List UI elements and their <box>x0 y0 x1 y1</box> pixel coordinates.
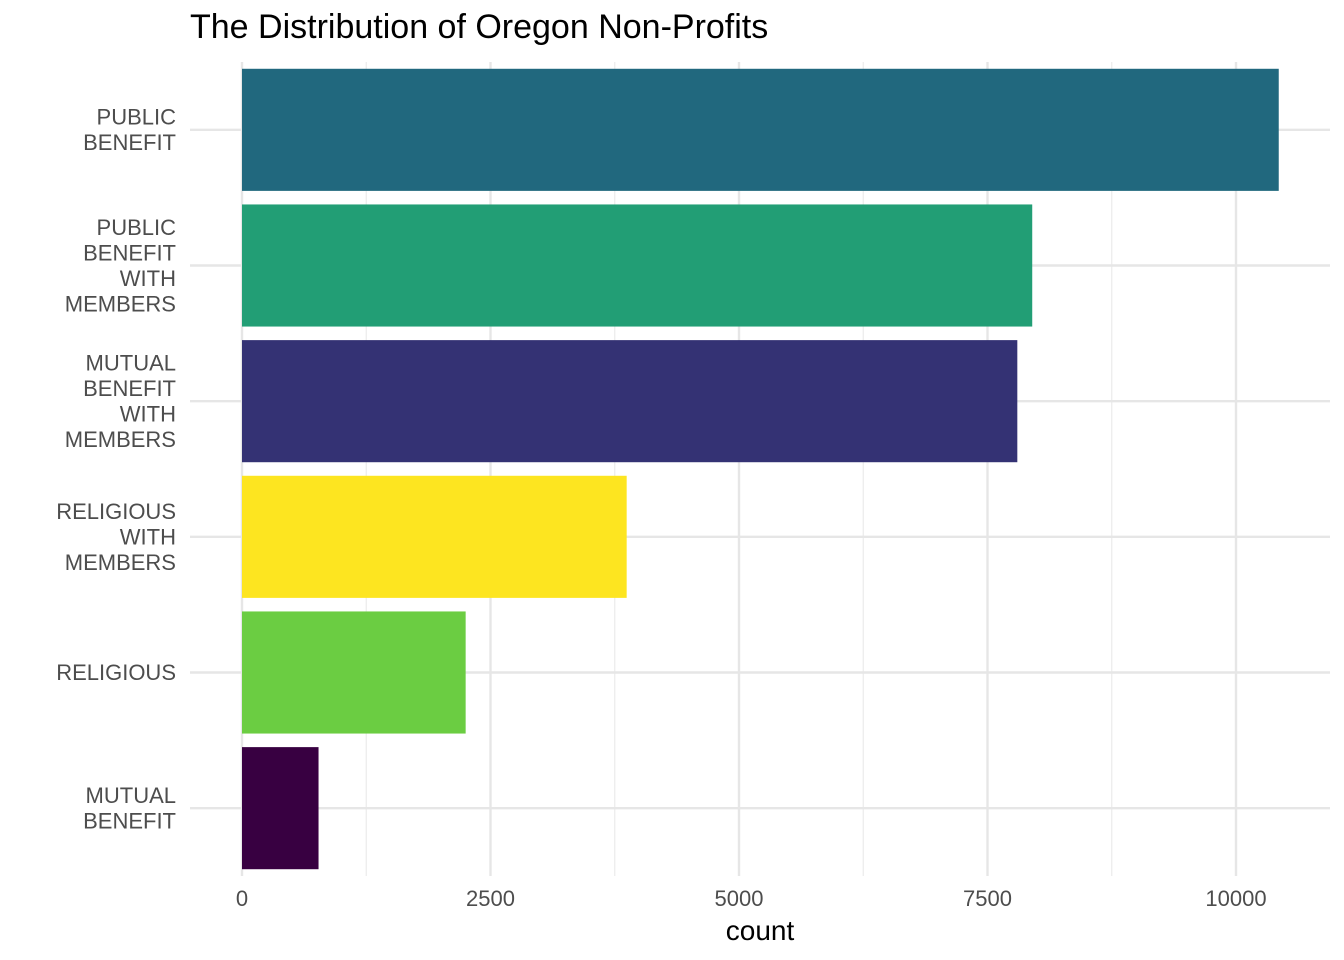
y-tick-label: MUTUAL BENEFIT <box>83 783 176 834</box>
x-axis-ticks: 0 2500 5000 7500 10000 <box>236 886 1267 911</box>
bar-2 <box>242 340 1018 463</box>
bar-1 <box>242 204 1033 327</box>
bar-5 <box>242 747 319 870</box>
y-axis-labels: PUBLIC BENEFIT PUBLIC BENEFIT WITH MEMBERS MUT… <box>56 105 176 834</box>
x-tick-label: 10000 <box>1205 886 1266 911</box>
x-tick-label: 7500 <box>963 886 1012 911</box>
bar-4 <box>242 611 466 734</box>
y-tick-label: RELIGIOUS WITH MEMBERS <box>56 499 176 575</box>
y-tick-label: PUBLIC BENEFIT WITH MEMBERS <box>65 215 176 317</box>
x-tick-label: 0 <box>236 886 248 911</box>
y-tick-label: MUTUAL BENEFIT WITH MEMBERS <box>65 350 176 452</box>
bars <box>242 68 1279 870</box>
chart-title: The Distribution of Oregon Non-Profits <box>190 8 769 46</box>
bar-0 <box>242 68 1279 191</box>
x-tick-label: 2500 <box>466 886 515 911</box>
x-tick-label: 5000 <box>715 886 764 911</box>
y-tick-label: PUBLIC BENEFIT <box>83 105 176 155</box>
bar-3 <box>242 475 627 598</box>
y-tick-label: RELIGIOUS <box>56 660 176 685</box>
x-axis-title: count <box>726 915 795 946</box>
